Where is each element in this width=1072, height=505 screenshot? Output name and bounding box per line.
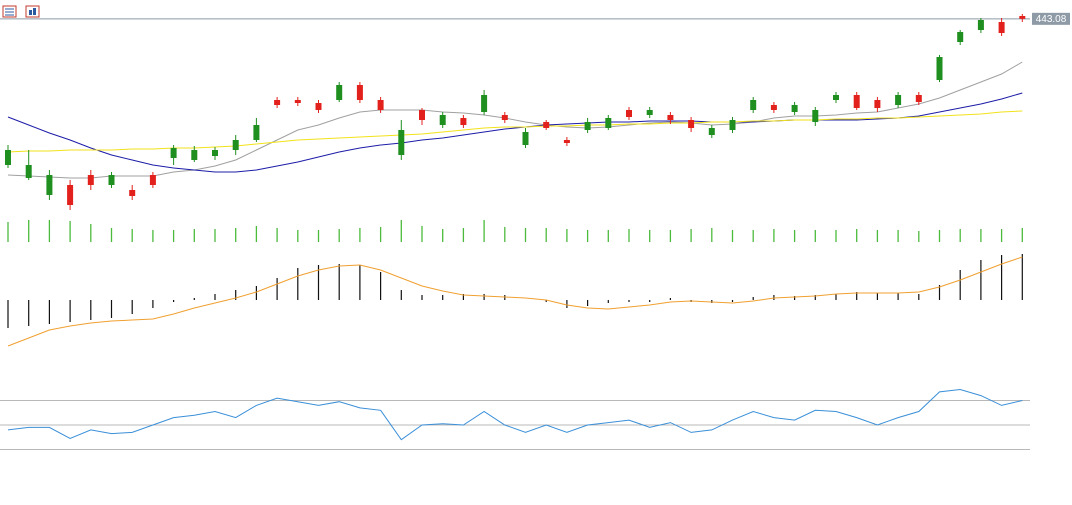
candle-body xyxy=(212,150,218,156)
candle-body xyxy=(626,110,632,117)
candle-body xyxy=(481,95,488,112)
candle-body xyxy=(294,100,301,103)
rsi-line xyxy=(7,388,1023,441)
candle-body xyxy=(253,125,260,140)
candle-body xyxy=(170,148,177,158)
candle-body xyxy=(563,140,570,143)
candle-body xyxy=(191,150,198,160)
signal-line xyxy=(7,256,1023,347)
candle-body xyxy=(957,32,964,42)
candle-body xyxy=(129,190,136,196)
price-label-box xyxy=(1032,12,1070,25)
candle-body xyxy=(998,22,1005,33)
candle-body xyxy=(584,122,591,130)
candle-body xyxy=(915,95,922,102)
candle-body xyxy=(315,103,322,110)
candle-body xyxy=(833,95,839,100)
candle-body xyxy=(708,128,715,135)
candle-body xyxy=(812,110,819,122)
candle-body xyxy=(398,130,405,155)
candle-body xyxy=(667,115,674,120)
candle-body xyxy=(377,100,384,110)
candle-body xyxy=(232,140,239,150)
candle-body xyxy=(729,120,736,130)
candle-body xyxy=(853,95,860,108)
candle-body xyxy=(936,57,943,80)
candle-body xyxy=(87,175,94,185)
icon-bar xyxy=(29,10,32,15)
candle-body xyxy=(336,85,343,100)
candle-body xyxy=(356,85,363,100)
candle-body xyxy=(460,118,467,125)
candle-body xyxy=(646,110,653,115)
candle-body xyxy=(419,110,425,120)
moving-average xyxy=(7,92,1023,173)
candle-body xyxy=(25,165,32,178)
candle-body xyxy=(605,118,612,128)
toolbar-icons[interactable] xyxy=(2,5,40,18)
candle-body xyxy=(750,100,757,110)
moving-average xyxy=(7,110,1023,153)
candle-body xyxy=(108,175,115,185)
candle-body xyxy=(439,115,446,125)
candle-body xyxy=(501,115,508,120)
icon-bar xyxy=(33,8,36,15)
chart-icon[interactable] xyxy=(25,5,40,18)
candle-body xyxy=(688,120,695,128)
candle-body xyxy=(770,105,777,110)
candle-body xyxy=(791,105,798,112)
candle-body xyxy=(977,20,984,30)
candle-body xyxy=(274,100,281,105)
candle-body xyxy=(67,185,74,205)
candle-body xyxy=(149,175,156,185)
candle-body xyxy=(5,150,11,165)
candle-body xyxy=(874,100,881,108)
candle-body xyxy=(522,132,529,145)
candle-body xyxy=(46,175,53,195)
price-label: 443.08 xyxy=(1036,14,1067,25)
candle-body xyxy=(1019,16,1026,19)
moving-average xyxy=(7,61,1023,179)
candle-body xyxy=(543,122,550,128)
candle-body xyxy=(895,95,902,105)
